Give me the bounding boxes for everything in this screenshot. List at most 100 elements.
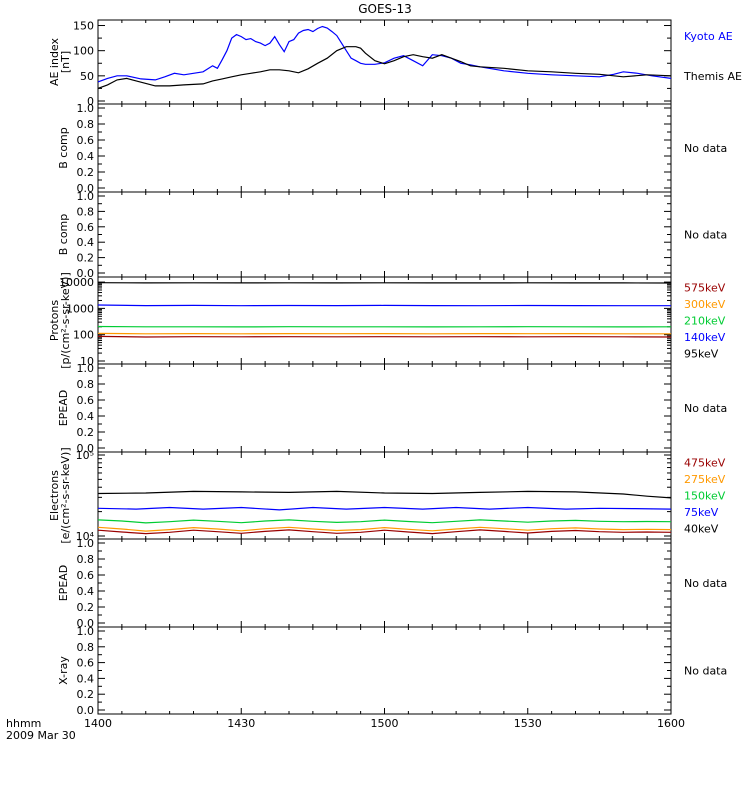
y-tick-label: 0.8	[77, 553, 95, 566]
y-tick-label: 0	[87, 95, 94, 108]
legend-label: Kyoto AE	[684, 30, 733, 43]
y-tick-label: 1.0	[77, 102, 95, 115]
y-axis-label: AE index	[48, 37, 61, 86]
series-475kev	[98, 529, 671, 535]
y-tick-label: 0.8	[77, 641, 95, 654]
series-75kev	[98, 506, 671, 511]
y-tick-label: 0.4	[77, 410, 95, 423]
x-axis: 1400 1430 1500 1530 1600	[84, 717, 685, 730]
y-axis-label: [nT]	[59, 51, 72, 73]
panel-protons: 10 100 1000 10000 Protons[p/(cm²-s-sr-keV)] 5…	[48, 272, 726, 369]
panel-electrons: 10⁴ 10⁵ Electrons[e/(cm²-s-sr-keV)] 475keV 2…	[48, 447, 726, 543]
legend-label: 40keV	[684, 523, 719, 536]
panel-frame	[97, 626, 672, 715]
y-tick-label: 10⁴	[76, 530, 95, 543]
y-tick-label: 0.2	[77, 166, 95, 179]
panel-ae: 0 50 100 150 AE index[nT] Kyoto AE Themis AE	[48, 19, 742, 108]
panel-frame	[97, 191, 672, 278]
y-tick-label: 1.0	[77, 190, 95, 203]
panel-frame	[97, 276, 672, 365]
legend-label: No data	[684, 402, 727, 415]
y-tick-label: 100	[73, 329, 94, 342]
y-tick-label: 0.4	[77, 672, 95, 685]
legend-label: 150keV	[684, 490, 726, 503]
y-tick-label: 0.2	[77, 252, 95, 265]
date-label: 2009 Mar 30	[6, 729, 76, 742]
y-tick-label: 0.4	[77, 150, 95, 163]
y-tick-label: 150	[73, 20, 94, 33]
y-tick-label: 0.6	[77, 657, 95, 670]
y-tick-label: 0.2	[77, 688, 95, 701]
y-axis-label: Protons	[48, 300, 61, 341]
y-tick-label: 1.0	[77, 625, 95, 638]
y-axis-label: EPEAD	[57, 390, 70, 427]
panel-xray: 0.0 0.2 0.4 0.6 0.8 1.0 X-ray No data	[57, 625, 727, 717]
legend-label: Themis AE	[683, 70, 742, 83]
legend-label: 95keV	[684, 348, 719, 361]
series-40kev	[98, 490, 671, 499]
y-axis-label: Electrons	[48, 470, 61, 521]
legend-label: 140keV	[684, 331, 726, 344]
panel-bcomp2: 0.0 0.2 0.4 0.6 0.8 1.0 B comp No data	[57, 190, 727, 280]
panel-bcomp1: 0.0 0.2 0.4 0.6 0.8 1.0 B comp No data	[57, 102, 727, 195]
y-tick-label: 0.8	[77, 205, 95, 218]
legend-label: 75keV	[684, 506, 719, 519]
y-tick-label: 10000	[59, 276, 94, 289]
series-kyoto-ae	[98, 25, 671, 83]
legend-label: No data	[684, 577, 727, 590]
y-tick-label: 1000	[66, 302, 94, 315]
y-tick-label: 0.6	[77, 569, 95, 582]
y-tick-label: 50	[80, 70, 94, 83]
y-tick-label: 100	[73, 45, 94, 58]
legend-label: 475keV	[684, 457, 726, 470]
legend-label: No data	[684, 229, 727, 242]
y-tick-label: 0.0	[77, 617, 95, 630]
panel-frame	[97, 538, 672, 628]
x-tick-label: 1400	[84, 717, 112, 730]
series-275kev	[98, 526, 671, 532]
legend-label: 300keV	[684, 298, 726, 311]
x-tick-label: 1530	[514, 717, 542, 730]
legend-label: 275keV	[684, 473, 726, 486]
y-tick-label: 10⁵	[76, 449, 94, 462]
y-axis-label: EPEAD	[57, 565, 70, 602]
panel-epead2: 0.0 0.2 0.4 0.6 0.8 1.0 EPEAD No data	[57, 537, 727, 630]
legend-label: 575keV	[684, 282, 726, 295]
x-tick-label: 1600	[657, 717, 685, 730]
y-axis-label: [p/(cm²-s-sr-keV)]	[59, 272, 72, 369]
panel-frame	[97, 19, 672, 105]
time-format-label: hhmm	[6, 717, 41, 730]
series-150kev	[98, 519, 671, 524]
series-575kev	[98, 335, 671, 338]
series-140kev	[98, 304, 671, 307]
x-tick-label: 1430	[227, 717, 255, 730]
panel-frame	[97, 103, 672, 193]
y-axis-label: X-ray	[57, 656, 70, 685]
panel-frame	[97, 363, 672, 453]
y-tick-label: 0.6	[77, 221, 95, 234]
y-tick-label: 0.8	[77, 378, 95, 391]
y-tick-label: 0.2	[77, 426, 95, 439]
y-tick-label: 0.6	[77, 394, 95, 407]
y-tick-label: 0.4	[77, 585, 95, 598]
y-tick-label: 0.0	[77, 267, 95, 280]
panels: 0 50 100 150 AE index[nT] Kyoto AE Themis AE 0.…	[48, 19, 742, 717]
legend-label: No data	[684, 665, 727, 678]
series-themis-ae	[98, 46, 671, 89]
y-tick-label: 0.2	[77, 601, 95, 614]
y-tick-label: 0.0	[77, 442, 95, 455]
chart-title: GOES-13	[358, 2, 412, 16]
legend-label: 210keV	[684, 315, 726, 328]
y-tick-label: 1.0	[77, 362, 95, 375]
y-axis-label: B comp	[57, 127, 70, 169]
panel-epead1: 0.0 0.2 0.4 0.6 0.8 1.0 EPEAD No data	[57, 362, 727, 455]
y-tick-label: 10	[80, 355, 94, 368]
x-tick-label: 1500	[371, 717, 399, 730]
y-tick-label: 0.0	[77, 704, 95, 717]
y-tick-label: 0.8	[77, 118, 95, 131]
y-axis-label: [e/(cm²-s-sr-keV)]	[59, 447, 72, 543]
y-tick-label: 0.0	[77, 182, 95, 195]
y-tick-label: 1.0	[77, 537, 95, 550]
y-tick-label: 0.6	[77, 134, 95, 147]
